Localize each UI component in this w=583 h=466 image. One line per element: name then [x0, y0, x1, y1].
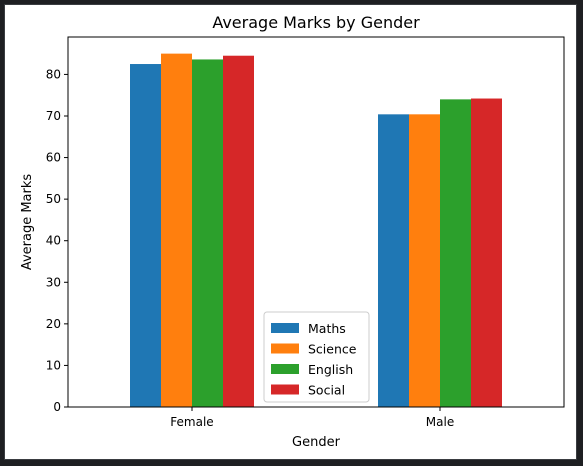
bar-english-male — [440, 99, 471, 407]
bar-science-female — [161, 53, 192, 408]
bar-maths-male — [378, 114, 409, 408]
bar-science-male — [409, 114, 440, 408]
legend-label-social: Social — [308, 383, 345, 398]
x-tick-label-male: Male — [426, 415, 454, 429]
y-tick-label: 10 — [46, 358, 61, 372]
x-axis-title: Gender — [292, 435, 341, 450]
y-tick-label: 0 — [53, 400, 61, 414]
legend-swatch-social — [271, 384, 299, 395]
y-tick-label: 50 — [46, 192, 61, 206]
chart-figure: Average Marks by Gender Gender Average M… — [4, 4, 577, 460]
legend-swatch-maths — [271, 323, 299, 333]
y-tick-label: 20 — [46, 317, 61, 331]
y-tick-label: 40 — [46, 234, 61, 248]
bar-social-male — [471, 98, 502, 408]
legend-label-english: English — [308, 362, 353, 377]
y-tick-label: 80 — [46, 67, 61, 81]
legend-swatch-science — [271, 343, 299, 354]
bar-chart: Average Marks by Gender Gender Average M… — [20, 13, 565, 450]
y-tick-label: 70 — [46, 109, 61, 123]
x-tick-label-female: Female — [170, 415, 213, 429]
bar-english-female — [192, 59, 223, 408]
legend-swatch-english — [271, 364, 299, 374]
chart-title: Average Marks by Gender — [212, 13, 420, 32]
y-axis-title: Average Marks — [20, 174, 35, 271]
y-axis: 0 10 20 30 40 50 60 70 80 — [46, 67, 68, 414]
bars-group — [130, 53, 502, 408]
bar-maths-female — [130, 64, 161, 408]
y-tick-label: 30 — [46, 275, 61, 289]
legend: Maths Science English Social — [263, 311, 370, 403]
y-tick-label: 60 — [46, 151, 61, 165]
legend-box — [263, 311, 370, 403]
legend-label-science: Science — [308, 342, 357, 357]
plot-frame — [67, 36, 565, 408]
x-axis: Female Male — [170, 407, 454, 429]
legend-label-maths: Maths — [308, 321, 346, 336]
bar-social-female — [223, 55, 254, 408]
